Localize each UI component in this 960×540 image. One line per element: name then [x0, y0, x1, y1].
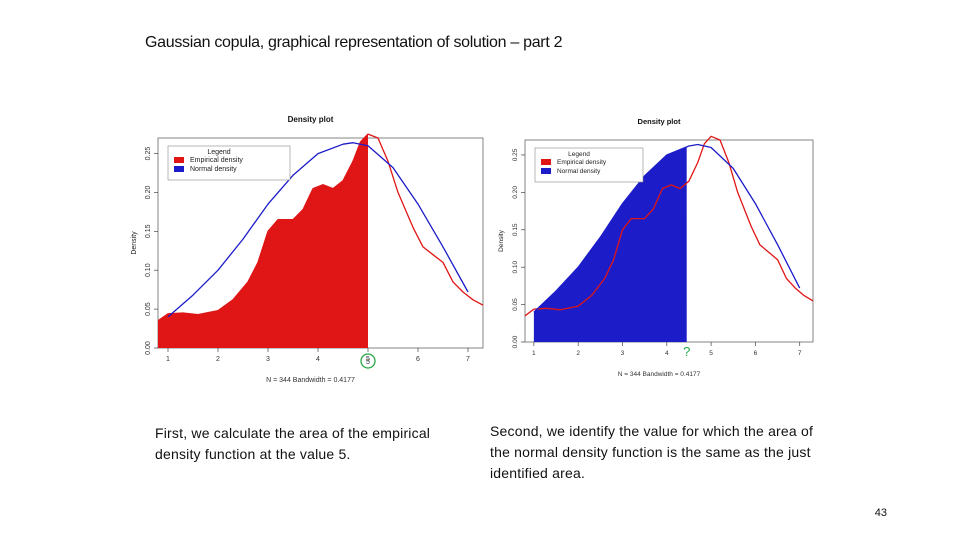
marker-question: ? [683, 344, 690, 359]
x-tick-label: 2 [216, 356, 220, 363]
page-number: 43 [874, 507, 887, 519]
y-tick-label: 0.15 [145, 224, 152, 238]
y-axis-label: Density [131, 231, 138, 255]
y-tick-label: 0.20 [145, 186, 152, 200]
x-tick-label: 3 [266, 356, 270, 363]
legend-swatch [174, 166, 184, 172]
x-tick-label: 6 [754, 350, 758, 357]
x-tick-label: 4 [316, 356, 320, 363]
caption-right: Second, we identify the value for which … [490, 423, 814, 481]
normal-density-line [533, 143, 801, 313]
x-axis-label: N = 344 Bandwidth = 0.4177 [266, 377, 355, 384]
legend-entry: Empirical density [190, 157, 243, 164]
y-tick-label: 0.10 [145, 263, 152, 277]
chart-title: Density plot [288, 115, 334, 124]
density-plot-right: 1 2 3 4 5 6 7 0.00 0.05 0.10 0.15 0.20 0.25 Density p… [498, 117, 814, 378]
y-tick-label: 0.15 [512, 223, 519, 236]
x-tick-label: 7 [466, 356, 470, 363]
x-tick-label: 2 [576, 350, 580, 357]
legend-title: Legend [568, 151, 590, 158]
density-plot-left: 1 2 3 4 5 6 7 0.00 0.05 0.10 0.15 0.20 0.25 Density p… [131, 115, 484, 384]
legend-swatch [541, 168, 551, 174]
chart-title: Density plot [638, 117, 681, 126]
y-tick-label: 0.05 [145, 302, 152, 316]
legend-box [534, 147, 644, 183]
shaded-area [533, 146, 687, 342]
marker-circle [360, 353, 376, 369]
legend-swatch [541, 159, 551, 165]
legend-swatch [174, 157, 184, 163]
x-tick-label: 3 [621, 350, 625, 357]
y-tick-label: 0.25 [145, 147, 152, 161]
y-tick-label: 0.20 [512, 186, 519, 199]
x-tick-label: 1 [532, 350, 536, 357]
x-tick-label: 4 [665, 350, 669, 357]
legend-entry: Normal density [190, 166, 237, 173]
caption-left: First, we calculate the area of the empi… [155, 425, 431, 462]
legend-entry: Empirical density [557, 159, 607, 166]
x-tick-label: 7 [798, 350, 802, 357]
y-tick-label: 0.00 [145, 341, 152, 355]
empirical-density-line [524, 135, 814, 317]
x-tick-label: 5 [709, 350, 713, 357]
empirical-density-line [157, 133, 484, 322]
y-tick-label: 0.05 [512, 298, 519, 311]
y-tick-label: 0.25 [512, 148, 519, 161]
legend-title: Legend [207, 149, 230, 156]
x-tick-label: 5 [366, 356, 370, 363]
legend-box [167, 145, 291, 181]
y-tick-label: 0.00 [512, 335, 519, 348]
legend-entry: Normal density [557, 168, 601, 175]
shaded-area [158, 134, 368, 348]
normal-density-line [167, 142, 469, 318]
slide-title: Gaussian copula, graphical representatio… [145, 34, 563, 51]
x-axis-label: N = 344 Bandwidth = 0.4177 [618, 371, 701, 378]
x-tick-label: 1 [166, 356, 170, 363]
x-tick-label: 6 [416, 356, 420, 363]
y-tick-label: 0.10 [512, 260, 519, 273]
y-axis-label: Density [498, 229, 505, 251]
marker-label: 5 [366, 359, 370, 366]
